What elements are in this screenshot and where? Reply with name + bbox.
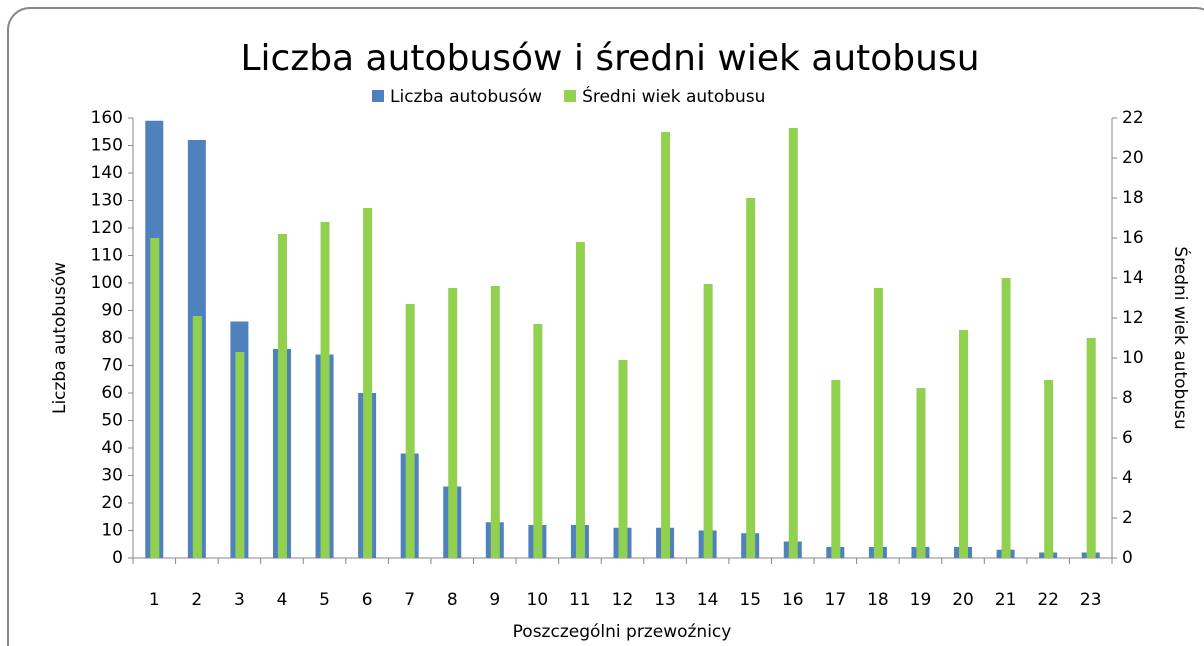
y-tick-label: 90 bbox=[101, 301, 123, 321]
bar bbox=[788, 128, 798, 558]
bar bbox=[1086, 338, 1096, 558]
x-tick-label: 18 bbox=[867, 590, 889, 610]
bar bbox=[575, 242, 585, 558]
bar bbox=[150, 238, 160, 558]
y-tick-label: 120 bbox=[91, 218, 123, 238]
bar bbox=[363, 208, 373, 558]
x-tick-label: 4 bbox=[277, 590, 288, 610]
y2-tick-label: 8 bbox=[1122, 388, 1133, 408]
y-tick-label: 50 bbox=[101, 411, 123, 431]
bar bbox=[277, 234, 287, 558]
x-tick-label: 12 bbox=[612, 590, 634, 610]
y2-tick-label: 2 bbox=[1122, 508, 1133, 528]
bar bbox=[959, 330, 969, 558]
bar bbox=[533, 324, 543, 558]
y-tick-label: 130 bbox=[91, 191, 123, 211]
y2-tick-label: 0 bbox=[1122, 548, 1133, 568]
y-tick-label: 20 bbox=[101, 493, 123, 513]
y-tick-label: 80 bbox=[101, 328, 123, 348]
y-tick-label: 100 bbox=[91, 273, 123, 293]
x-tick-label: 7 bbox=[404, 590, 415, 610]
y2-tick-label: 12 bbox=[1122, 308, 1144, 328]
y-tick-label: 140 bbox=[91, 163, 123, 183]
y2-axis-title: Średni wiek autobusu bbox=[1170, 246, 1192, 429]
bar bbox=[405, 304, 415, 558]
y-tick-label: 160 bbox=[91, 108, 123, 128]
x-tick-label: 1 bbox=[149, 590, 160, 610]
y2-tick-label: 22 bbox=[1122, 108, 1144, 128]
y-tick-label: 60 bbox=[101, 383, 123, 403]
x-tick-label: 21 bbox=[995, 590, 1017, 610]
x-tick-label: 16 bbox=[782, 590, 804, 610]
bar bbox=[831, 380, 841, 558]
x-tick-label: 14 bbox=[697, 590, 719, 610]
x-tick-label: 15 bbox=[739, 590, 761, 610]
y2-tick-label: 20 bbox=[1122, 148, 1144, 168]
y2-tick-label: 18 bbox=[1122, 188, 1144, 208]
x-tick-label: 23 bbox=[1080, 590, 1102, 610]
legend-label: Średni wiek autobusu bbox=[582, 85, 765, 107]
y2-tick-label: 6 bbox=[1122, 428, 1133, 448]
bar bbox=[661, 132, 671, 558]
bar bbox=[873, 288, 883, 558]
bar bbox=[448, 288, 458, 558]
x-tick-label: 17 bbox=[825, 590, 847, 610]
bar bbox=[916, 388, 926, 558]
y-tick-label: 10 bbox=[101, 521, 123, 541]
bar bbox=[490, 286, 500, 558]
x-tick-label: 10 bbox=[527, 590, 549, 610]
x-tick-label: 8 bbox=[447, 590, 458, 610]
x-tick-label: 19 bbox=[910, 590, 932, 610]
bar bbox=[746, 198, 756, 558]
y-tick-label: 40 bbox=[101, 438, 123, 458]
x-tick-label: 13 bbox=[654, 590, 676, 610]
y-tick-label: 110 bbox=[91, 246, 123, 266]
y-tick-label: 70 bbox=[101, 356, 123, 376]
bar bbox=[235, 352, 245, 558]
chart-title: Liczba autobusów i średni wiek autobusu bbox=[240, 38, 979, 79]
bar bbox=[1044, 380, 1054, 558]
x-tick-label: 11 bbox=[569, 590, 591, 610]
x-tick-label: 20 bbox=[952, 590, 974, 610]
legend-swatch bbox=[564, 90, 577, 102]
chart-border bbox=[7, 7, 1204, 646]
y2-tick-label: 4 bbox=[1122, 468, 1133, 488]
legend-label: Liczba autobusów bbox=[390, 87, 542, 107]
y-tick-label: 0 bbox=[112, 548, 123, 568]
x-axis-title: Poszczególni przewoźnicy bbox=[513, 622, 732, 642]
legend-swatch bbox=[372, 90, 384, 102]
y2-tick-label: 16 bbox=[1122, 228, 1144, 248]
bar bbox=[703, 284, 713, 558]
x-tick-label: 3 bbox=[234, 590, 245, 610]
x-tick-label: 2 bbox=[191, 590, 202, 610]
x-tick-label: 9 bbox=[489, 590, 500, 610]
y-tick-label: 150 bbox=[91, 136, 123, 156]
x-tick-label: 6 bbox=[362, 590, 373, 610]
bar bbox=[618, 360, 628, 558]
x-tick-label: 5 bbox=[319, 590, 330, 610]
bar bbox=[320, 222, 330, 558]
y-tick-label: 30 bbox=[101, 466, 123, 486]
x-tick-label: 22 bbox=[1037, 590, 1059, 610]
y2-tick-label: 14 bbox=[1122, 268, 1144, 288]
y-axis-title: Liczba autobusów bbox=[50, 262, 70, 414]
bar bbox=[1001, 278, 1011, 558]
y2-tick-label: 10 bbox=[1122, 348, 1144, 368]
bar bbox=[192, 316, 202, 558]
